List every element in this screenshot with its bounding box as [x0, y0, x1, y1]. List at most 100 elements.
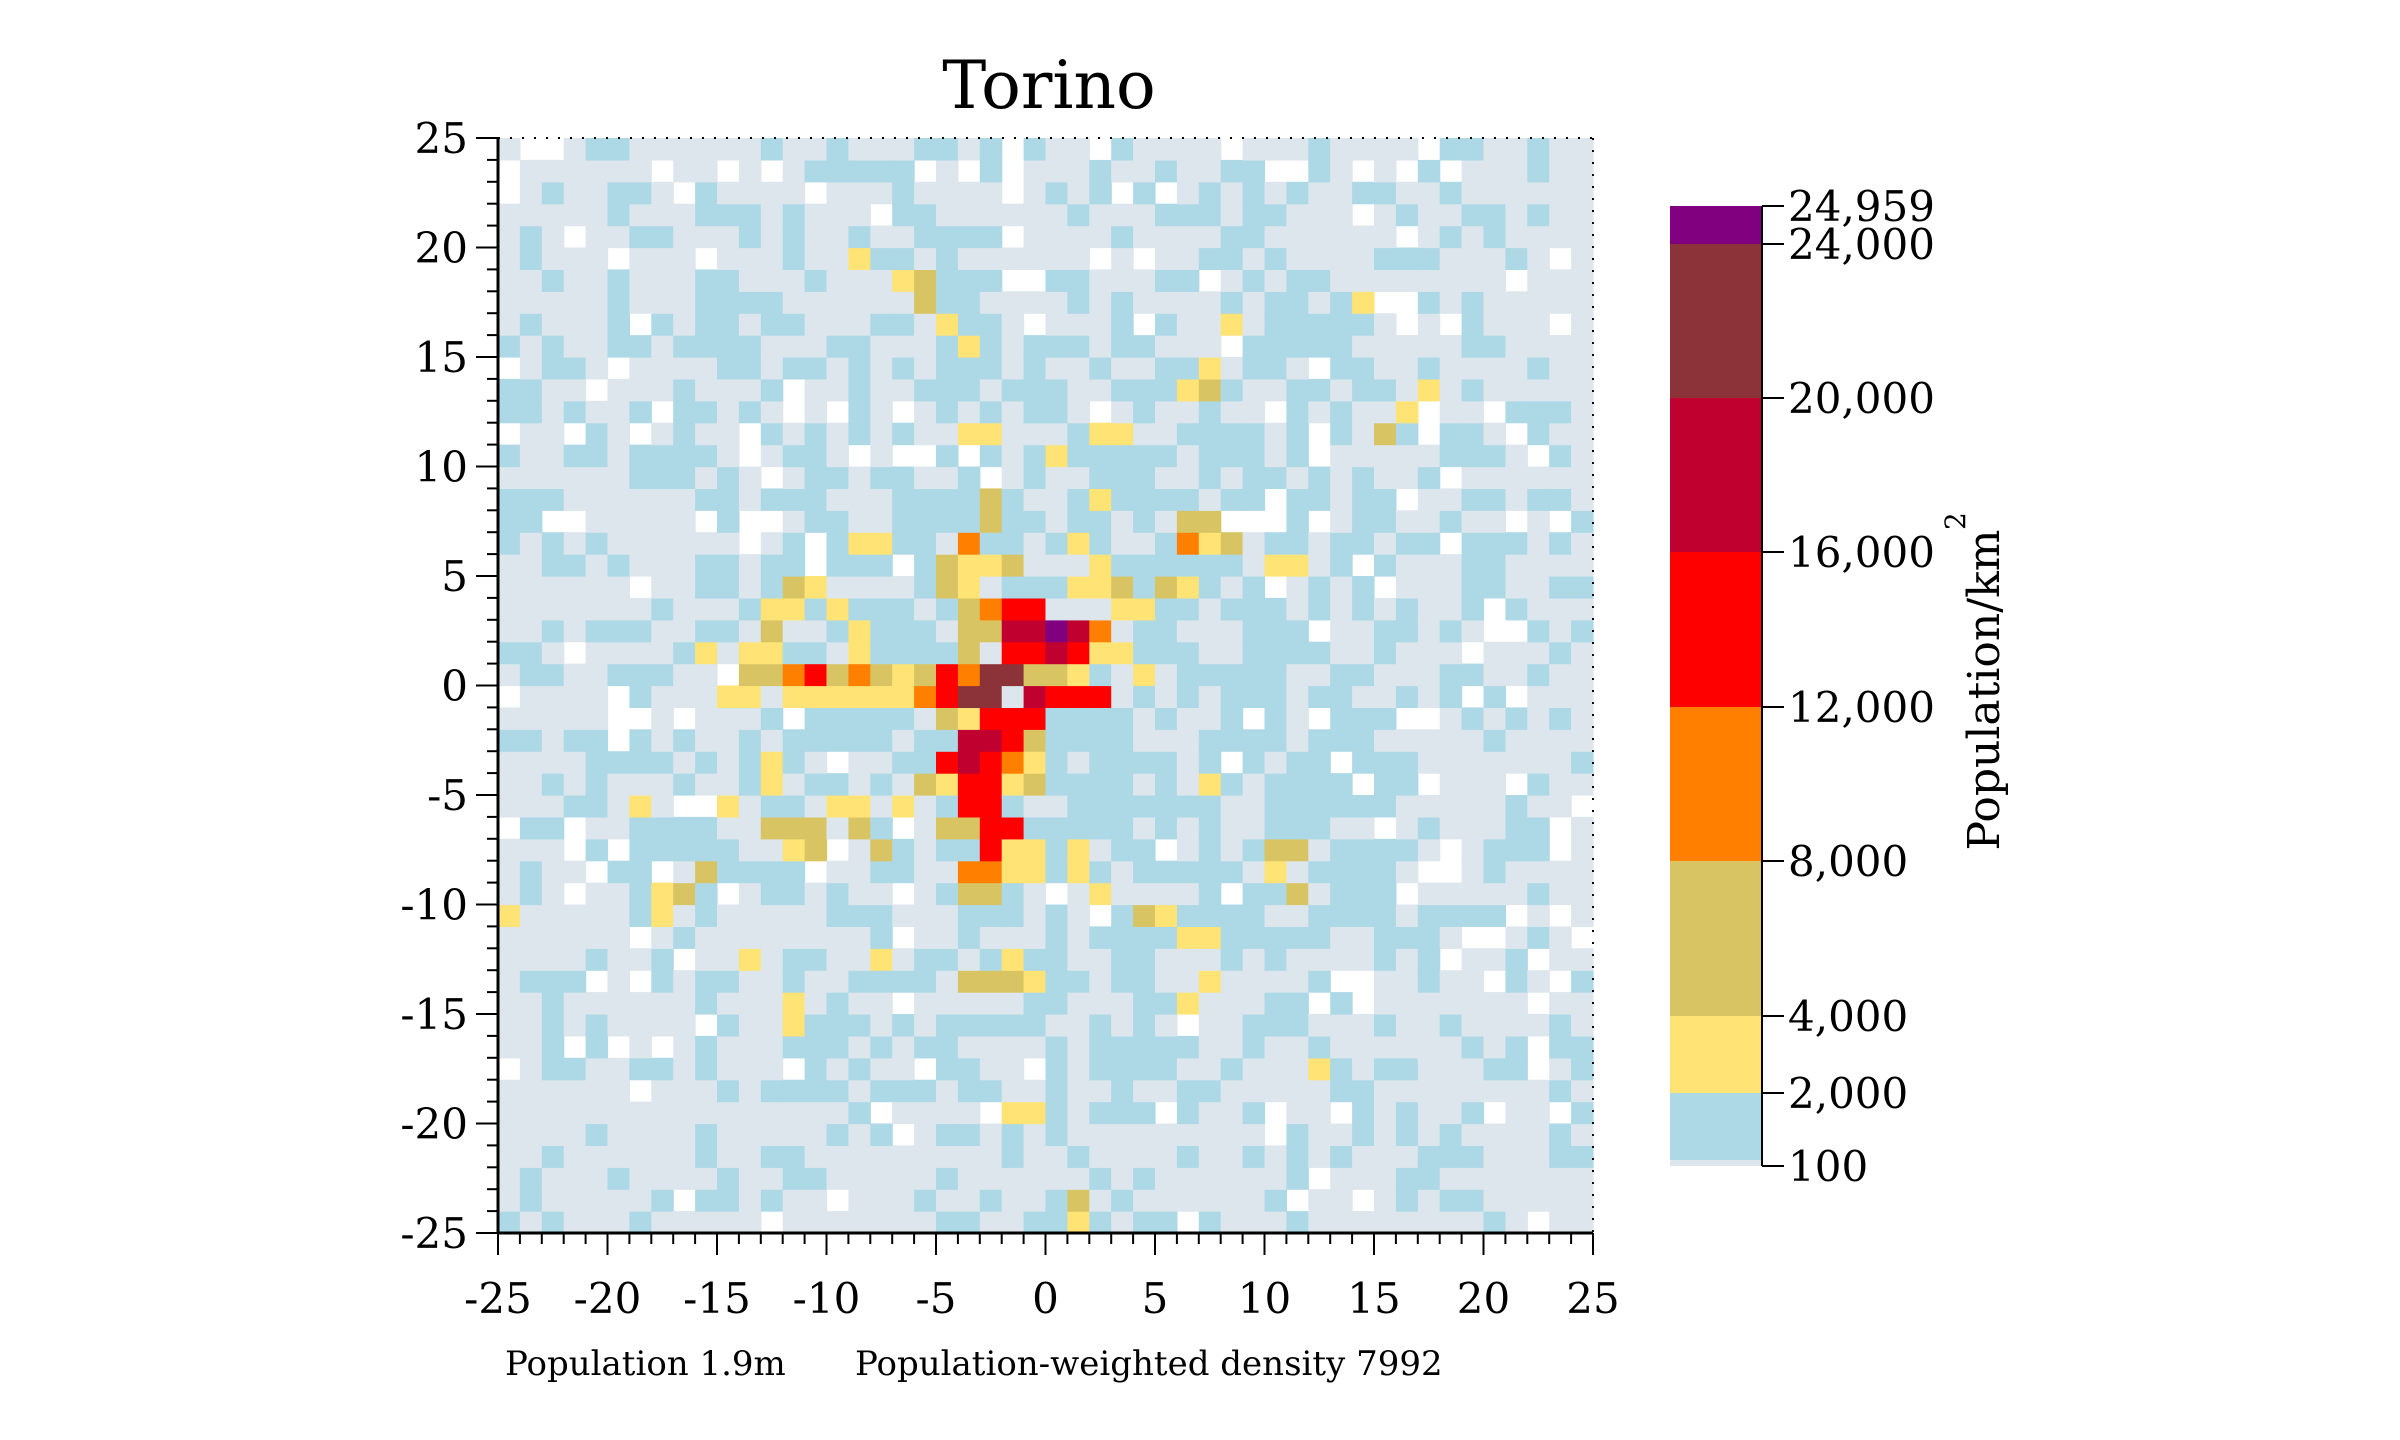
heatmap-cell [760, 948, 784, 971]
heatmap-cell [519, 773, 543, 796]
heatmap-cell [1089, 554, 1112, 577]
heatmap-cell [585, 773, 609, 796]
heatmap-cell [1439, 269, 1463, 292]
heatmap-cell [1242, 138, 1266, 161]
heatmap-cell [498, 948, 521, 971]
heatmap-cell [1133, 1145, 1156, 1168]
heatmap-cell [673, 138, 696, 161]
heatmap-cell [1242, 335, 1266, 358]
heatmap-cell [979, 1079, 1003, 1103]
heatmap-cell [607, 751, 630, 774]
heatmap-cell [607, 532, 630, 555]
heatmap-cell [848, 466, 871, 489]
heatmap-cell [1352, 707, 1375, 730]
heatmap-cell [1001, 576, 1025, 599]
heatmap-cell [1286, 707, 1309, 730]
heatmap-cell [695, 466, 718, 489]
heatmap-cell [936, 838, 959, 862]
heatmap-cell [651, 970, 674, 993]
heatmap-cell [1461, 597, 1485, 621]
heatmap-cell [1527, 1101, 1550, 1125]
heatmap-cell [738, 1101, 762, 1125]
heatmap-cell [1089, 838, 1112, 862]
heatmap-cell [1374, 1167, 1397, 1190]
heatmap-cell [1439, 138, 1463, 161]
heatmap-cell [1045, 225, 1068, 249]
heatmap-cell [870, 1189, 893, 1212]
heatmap-cell [979, 291, 1003, 314]
heatmap-cell [1264, 751, 1287, 774]
heatmap-cell [1308, 729, 1331, 752]
heatmap-cell [1176, 1057, 1200, 1081]
heatmap-cell [651, 291, 674, 314]
heatmap-cell [760, 707, 784, 730]
heatmap-cell [1067, 926, 1090, 949]
heatmap-cell [936, 860, 959, 884]
heatmap-cell [1264, 1211, 1287, 1234]
heatmap-cell [1395, 860, 1419, 884]
heatmap-cell [1439, 707, 1463, 730]
heatmap-cell [1330, 488, 1353, 511]
heatmap-cell [585, 510, 609, 533]
heatmap-cell [1330, 1145, 1353, 1168]
heatmap-cell [1439, 1101, 1463, 1125]
heatmap-cell [1242, 729, 1266, 752]
heatmap-cell [760, 576, 784, 599]
heatmap-cell [1089, 816, 1112, 840]
heatmap-cell [651, 247, 674, 270]
heatmap-cell [1155, 1167, 1178, 1190]
heatmap-cell [1308, 203, 1331, 227]
heatmap-cell [1089, 313, 1112, 336]
heatmap-cell [804, 1189, 828, 1212]
heatmap-cell [1001, 707, 1025, 730]
heatmap-cell [519, 532, 543, 555]
heatmap-cell [760, 357, 784, 380]
heatmap-cell [1352, 1123, 1375, 1146]
heatmap-cell [1155, 926, 1178, 949]
heatmap-cell [1155, 269, 1178, 292]
heatmap-cell [651, 904, 674, 927]
heatmap-cell [607, 926, 630, 949]
heatmap-cell [1286, 247, 1309, 270]
heatmap-cell [826, 773, 849, 796]
heatmap-cell [870, 247, 893, 270]
heatmap-cell [1417, 751, 1441, 774]
heatmap-cell [914, 313, 937, 336]
heatmap-cell [519, 554, 543, 577]
heatmap-cell [1417, 203, 1441, 227]
heatmap-cell [1417, 532, 1441, 555]
heatmap-cell [804, 641, 828, 665]
heatmap-cell [717, 1035, 740, 1059]
heatmap-cell [936, 532, 959, 555]
heatmap-cell [1264, 313, 1287, 336]
heatmap-cell [1352, 247, 1375, 270]
heatmap-cell [1505, 1079, 1528, 1103]
heatmap-cell [1330, 554, 1353, 577]
heatmap-cell [738, 181, 762, 205]
heatmap-cell [673, 357, 696, 380]
heatmap-cell [1505, 181, 1528, 205]
heatmap-cell [936, 576, 959, 599]
heatmap-cell [936, 1123, 959, 1146]
heatmap-cell [1483, 1035, 1506, 1059]
heatmap-cell [782, 882, 806, 906]
heatmap-cell [541, 992, 565, 1015]
heatmap-cell [782, 1014, 806, 1037]
heatmap-cell [936, 466, 959, 489]
heatmap-cell [541, 641, 565, 665]
heatmap-cell [914, 1079, 937, 1103]
heatmap-cell [1176, 904, 1200, 927]
heatmap-cell [1067, 1035, 1090, 1059]
heatmap-cell [1176, 685, 1200, 708]
heatmap-cell [1286, 926, 1309, 949]
heatmap-cell [1155, 1211, 1178, 1234]
heatmap-cell [629, 357, 652, 380]
heatmap-cell [651, 181, 674, 205]
colorbar-bin [1670, 707, 1762, 861]
heatmap-cell [870, 1079, 893, 1103]
heatmap-cell [1155, 444, 1178, 468]
heatmap-cell [695, 1035, 718, 1059]
heatmap-cell [673, 1035, 696, 1059]
heatmap-cell [848, 378, 871, 402]
